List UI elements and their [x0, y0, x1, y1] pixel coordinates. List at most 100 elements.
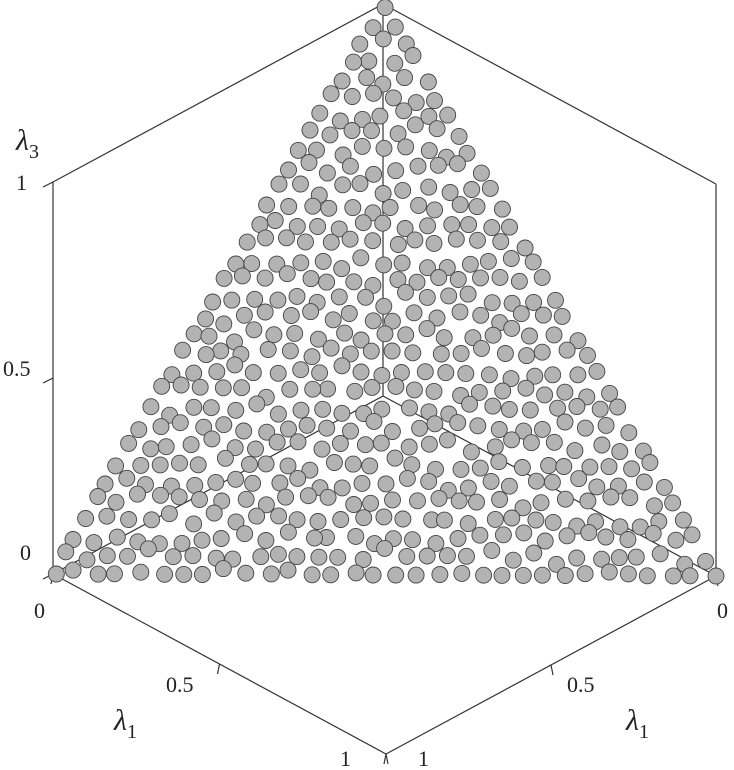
scatter-point [237, 564, 255, 582]
scatter-point [347, 527, 365, 545]
scatter-point [405, 304, 423, 322]
scatter-point [398, 469, 416, 487]
scatter-point [385, 89, 402, 107]
scatter-point [352, 249, 370, 267]
scatter-point [568, 398, 586, 415]
scatter-point [303, 348, 321, 366]
scatter-point [244, 364, 262, 382]
scatter-point [313, 440, 331, 458]
scatter-point [533, 420, 551, 438]
scatter-point [212, 342, 230, 360]
scatter-point [98, 547, 116, 565]
scatter-point [426, 92, 443, 110]
scatter-point [322, 233, 340, 251]
scatter-point [515, 524, 533, 542]
scatter-point [321, 126, 339, 144]
scatter-point [336, 324, 354, 342]
scatter-point [226, 439, 244, 457]
scatter-point [619, 531, 637, 548]
scatter-point [383, 342, 401, 360]
scatter-point [579, 346, 596, 364]
left-tick-0.5: 0.5 [166, 672, 194, 697]
scatter-point [357, 288, 375, 306]
scatter-point [452, 345, 470, 362]
scatter-point [333, 72, 351, 90]
scatter-point [409, 492, 426, 510]
scatter-point [173, 534, 191, 552]
scatter-point [374, 214, 392, 232]
scatter-point [601, 384, 619, 402]
scatter-point [517, 379, 535, 397]
scatter-point [129, 485, 146, 503]
scatter-point [409, 157, 427, 175]
scatter-point [292, 401, 310, 419]
box-edge-top-right [382, 3, 717, 185]
scatter-point [503, 319, 521, 337]
right-tick-0: 0 [717, 598, 728, 623]
scatter-point [96, 475, 114, 493]
scatter-point [600, 563, 618, 581]
scatter-point [457, 365, 475, 383]
scatter-point [600, 458, 618, 476]
scatter-point [364, 232, 382, 250]
scatter-point [429, 156, 447, 174]
scatter-point [186, 476, 204, 494]
scatter-point [345, 273, 363, 291]
scatter-point [396, 220, 414, 237]
scatter-point [623, 460, 641, 478]
scatter-point [270, 507, 288, 525]
scatter-point [319, 380, 337, 398]
scatter-point [238, 233, 256, 251]
scatter-point [408, 273, 426, 291]
scatter-point [460, 216, 478, 234]
scatter-point [527, 472, 545, 490]
scatter-point [418, 320, 436, 338]
scatter-point [341, 157, 359, 175]
scatter-point [47, 565, 65, 583]
scatter-point [425, 382, 443, 400]
scatter-point [322, 566, 340, 584]
scatter-point [343, 88, 361, 105]
left-axis-label: λ1 [113, 704, 137, 743]
scatter-point [344, 199, 362, 217]
scatter-point [420, 472, 438, 490]
scatter-point [216, 449, 234, 467]
scatter-point [439, 106, 457, 124]
scatter-point [266, 212, 284, 229]
scatter-point [468, 493, 485, 511]
scatter-point [152, 486, 169, 504]
scatter-point [397, 326, 415, 344]
scatter-point [297, 233, 314, 251]
scatter-point [588, 478, 606, 496]
scatter-point [482, 472, 500, 490]
scatter-point [171, 414, 189, 432]
scatter-point [483, 294, 501, 312]
scatter-point [526, 367, 544, 385]
scatter-point [570, 470, 588, 488]
scatter-point [534, 306, 552, 324]
right-axis-label: λ1 [625, 704, 649, 743]
scatter-point [473, 339, 490, 357]
right-tick-0.5: 0.5 [567, 672, 595, 697]
scatter-point [515, 422, 533, 440]
scatter-point [175, 565, 193, 583]
scatter-point [493, 200, 511, 218]
scatter-point [269, 405, 287, 423]
scatter-point [237, 490, 255, 508]
scatter-point [419, 259, 436, 277]
scatter-point [407, 94, 425, 112]
scatter-point [483, 219, 501, 237]
scatter-point [459, 515, 477, 533]
scatter-point [57, 543, 75, 561]
scatter-point [458, 144, 476, 162]
scatter-point [157, 438, 175, 456]
scatter-point [227, 513, 245, 531]
scatter-point [322, 85, 340, 103]
scatter-point [527, 511, 545, 529]
scatter-point [195, 418, 213, 436]
scatter-point [333, 479, 351, 497]
scatter-point [376, 0, 394, 16]
scatter-point [504, 551, 522, 569]
scatter-point [280, 420, 297, 438]
scatter-point [532, 494, 550, 512]
